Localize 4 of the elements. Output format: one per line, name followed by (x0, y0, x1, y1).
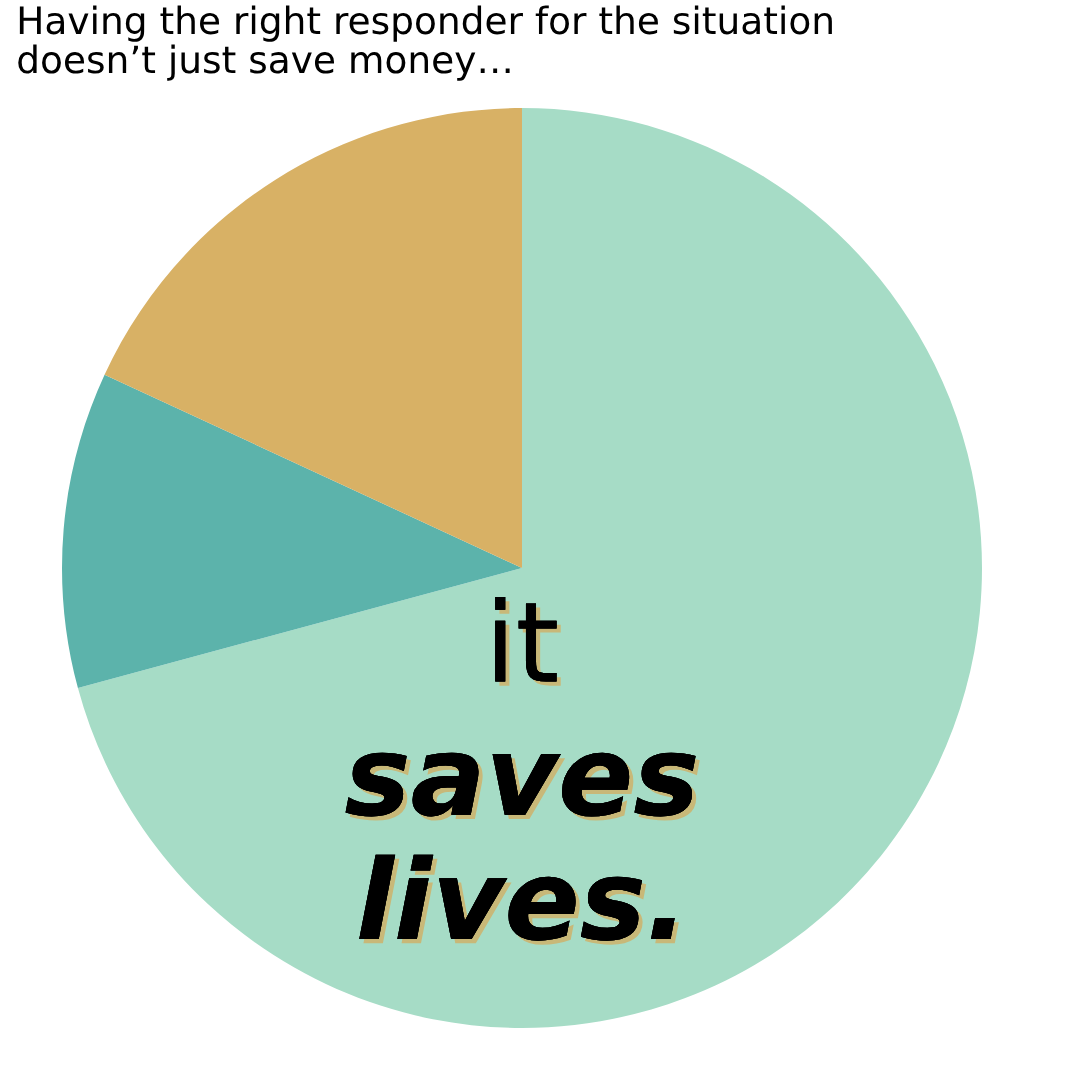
text: it (495, 597, 561, 686)
text: lives. (359, 854, 679, 945)
text: saves (345, 752, 700, 821)
chart-title: Having the right responder for the situation doesn’t just save money… (18, 5, 832, 81)
